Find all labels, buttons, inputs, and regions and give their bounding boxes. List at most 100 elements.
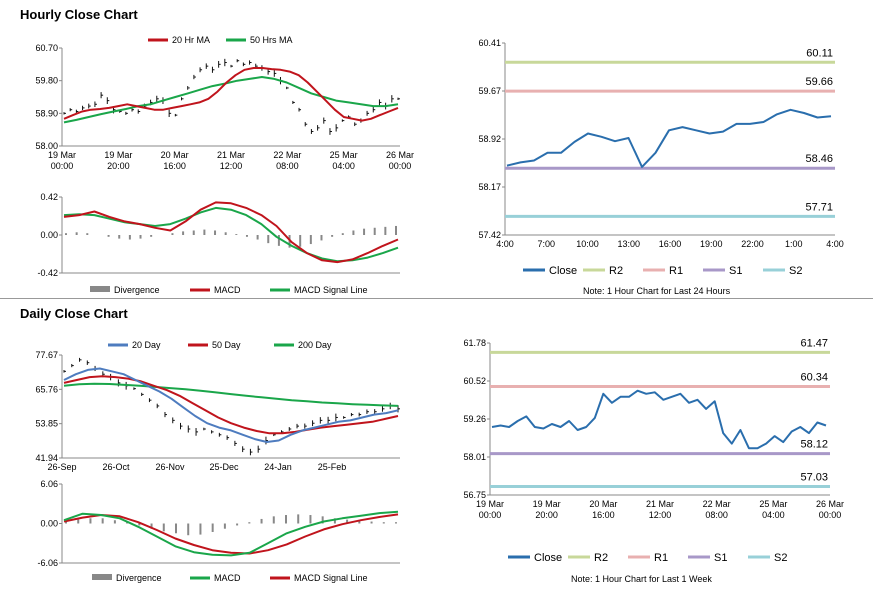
hourly-price-y-tick: 58.00 <box>35 141 58 151</box>
hourly-macd-legend-label: MACD Signal Line <box>294 285 368 295</box>
hourly-price-x-tick: 00:00 <box>51 161 74 171</box>
hourly-price-x-tick: 21 Mar <box>217 150 245 160</box>
hourly-levels-y-tick: 59.67 <box>478 86 501 96</box>
daily-levels-x-tick: 21 Mar <box>646 499 674 509</box>
hourly-macd-y-tick: 0.42 <box>40 192 58 202</box>
hourly-macd-legend-label: Divergence <box>114 285 160 295</box>
daily-levels-x-tick: 26 Mar <box>816 499 844 509</box>
daily-levels-level-label: 60.34 <box>800 372 828 384</box>
daily-macd-legend-label: MACD Signal Line <box>294 573 368 583</box>
daily-levels-x-tick: 00:00 <box>819 510 842 520</box>
hourly-macd-y-tick: -0.42 <box>37 268 58 278</box>
hourly-levels-legend-label: S2 <box>789 265 802 277</box>
daily-levels-y-tick: 61.78 <box>463 338 486 348</box>
hourly-levels-x-tick: 22:00 <box>741 239 764 249</box>
hourly-price-x-tick: 08:00 <box>276 161 299 171</box>
hourly-price-x-tick: 16:00 <box>163 161 186 171</box>
daily-price-x-tick: 25-Dec <box>209 462 239 472</box>
daily-price-y-tick: 65.76 <box>35 384 58 394</box>
daily-price-x-tick: 26-Oct <box>102 462 130 472</box>
daily-macd-legend-label: MACD <box>214 573 241 583</box>
daily-price-x-tick: 26-Sep <box>47 462 76 472</box>
daily-price-x-tick: 24-Jan <box>264 462 292 472</box>
hourly-macd-line <box>63 201 399 264</box>
hourly-price-x-tick: 00:00 <box>389 161 412 171</box>
daily-200day-line <box>63 382 399 407</box>
hourly-price-x-tick: 19 Mar <box>104 150 132 160</box>
hourly-price-y-tick: 60.70 <box>35 43 58 53</box>
daily-levels-y-tick: 60.52 <box>463 376 486 386</box>
daily-price-x-tick: 26-Nov <box>155 462 185 472</box>
hourly-levels-level-label: 57.71 <box>805 201 833 213</box>
hourly-levels-y-tick: 60.41 <box>478 38 501 48</box>
hourly-levels-x-tick: 4:00 <box>826 239 844 249</box>
hourly-50hr-ma-line <box>63 76 399 124</box>
daily-levels-x-tick: 12:00 <box>649 510 672 520</box>
daily-levels-legend-label: R2 <box>594 552 608 564</box>
hourly-levels-x-tick: 7:00 <box>537 239 555 249</box>
hourly-levels-x-tick: 10:00 <box>576 239 599 249</box>
hourly-levels-level-label: 58.46 <box>805 153 833 165</box>
hourly-price-x-tick: 20 Mar <box>161 150 189 160</box>
hourly-levels-x-tick: 19:00 <box>700 239 723 249</box>
section-divider <box>0 298 873 299</box>
daily-levels-level-label: 57.03 <box>800 472 828 484</box>
hourly-levels-y-tick: 57.42 <box>478 230 501 240</box>
daily-levels-x-tick: 08:00 <box>705 510 728 520</box>
hourly-levels-x-tick: 4:00 <box>496 239 514 249</box>
daily-50day-line <box>63 375 399 435</box>
daily-levels-legend-label: Close <box>534 552 562 564</box>
daily-macd-legend-swatch <box>92 574 112 580</box>
hourly-levels-y-tick: 58.17 <box>478 182 501 192</box>
hourly-levels-legend-label: R1 <box>669 265 683 277</box>
hourly-20hr-ma-line <box>63 67 399 122</box>
daily-macd-line <box>63 510 399 557</box>
hourly-levels-y-tick: 58.92 <box>478 134 501 144</box>
hourly-price-y-tick: 58.90 <box>35 108 58 118</box>
daily-price-y-tick: 53.85 <box>35 419 58 429</box>
daily-20day-line <box>63 367 399 443</box>
daily-levels-legend-label: R1 <box>654 552 668 564</box>
daily-macd-legend-label: Divergence <box>116 573 162 583</box>
hourly-price-x-tick: 12:00 <box>220 161 243 171</box>
daily-levels-x-tick: 20:00 <box>535 510 558 520</box>
hourly-macd-legend-label: MACD <box>214 285 241 295</box>
hourly-price-legend-label: 20 Hr MA <box>172 35 210 45</box>
daily-levels-y-tick: 59.26 <box>463 414 486 424</box>
daily-price-legend-label: 200 Day <box>298 340 332 350</box>
hourly-levels-x-tick: 16:00 <box>659 239 682 249</box>
daily-levels-x-tick: 16:00 <box>592 510 615 520</box>
daily-levels-x-tick: 20 Mar <box>589 499 617 509</box>
daily-levels-level-label: 61.47 <box>800 337 828 349</box>
daily-levels-x-tick: 19 Mar <box>533 499 561 509</box>
daily-levels-x-tick: 25 Mar <box>759 499 787 509</box>
hourly-levels-note: Note: 1 Hour Chart for Last 24 Hours <box>583 286 731 296</box>
hourly-price-x-tick: 26 Mar <box>386 150 414 160</box>
daily-price-legend-label: 20 Day <box>132 340 161 350</box>
hourly-price-x-tick: 19 Mar <box>48 150 76 160</box>
daily-levels-x-tick: 04:00 <box>762 510 785 520</box>
daily-levels-legend-label: S2 <box>774 552 787 564</box>
hourly-levels-legend-label: R2 <box>609 265 623 277</box>
hourly-price-x-tick: 04:00 <box>332 161 355 171</box>
daily-section-title: Daily Close Chart <box>20 306 128 321</box>
hourly-price-x-tick: 25 Mar <box>330 150 358 160</box>
daily-macd-y-tick: 0.00 <box>40 519 58 529</box>
hourly-levels-legend-label: Close <box>549 265 577 277</box>
daily-macd-signal-line <box>63 513 399 555</box>
hourly-levels-level-label: 60.11 <box>806 47 833 59</box>
hourly-price-x-tick: 20:00 <box>107 161 130 171</box>
hourly-levels-level-label: 59.66 <box>805 76 833 88</box>
daily-levels-y-tick: 58.01 <box>463 452 486 462</box>
daily-levels-y-tick: 56.75 <box>463 490 486 500</box>
daily-macd-y-tick: 6.06 <box>40 479 58 489</box>
hourly-macd-y-tick: 0.00 <box>40 230 58 240</box>
daily-levels-close-line <box>491 389 827 450</box>
daily-macd-y-tick: -6.06 <box>37 558 58 568</box>
daily-levels-level-label: 58.12 <box>800 439 828 451</box>
daily-price-y-tick: 41.94 <box>35 453 58 463</box>
daily-levels-x-tick: 19 Mar <box>476 499 504 509</box>
hourly-levels-x-tick: 13:00 <box>617 239 640 249</box>
daily-levels-x-tick: 00:00 <box>479 510 502 520</box>
